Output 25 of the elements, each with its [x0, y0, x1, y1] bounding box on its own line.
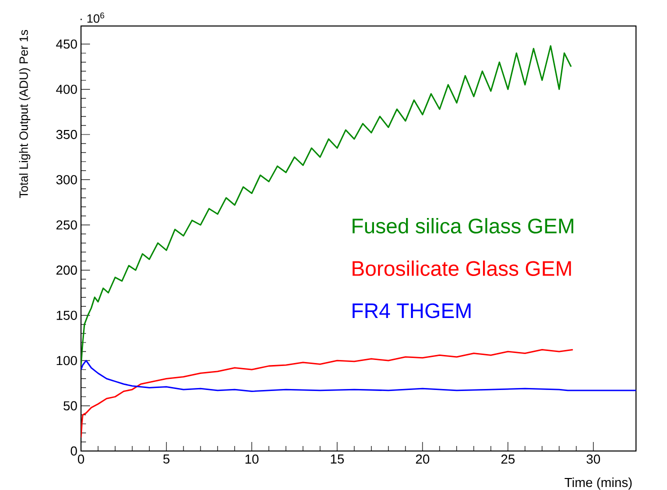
text: FR4 THGEM	[352, 303, 471, 318]
y-tick-label: 450	[56, 39, 77, 49]
line-series	[81, 360, 636, 392]
y-tick-label: 400	[56, 84, 77, 94]
text: · 10$^{6}$	[80, 12, 104, 23]
line-series	[81, 45, 572, 366]
y-tick-label: 100	[56, 356, 77, 366]
text: Borosilicate Glass GEM	[352, 260, 571, 276]
y-axis-title: Total Light Output (ADU) Per 1s	[19, 30, 30, 198]
x-tick-label: 20	[416, 454, 430, 464]
y-tick-label: 350	[56, 130, 77, 140]
y-tick-label: 0	[70, 446, 77, 456]
y-tick-label: 300	[56, 175, 77, 184]
y-tick-label: 250	[56, 220, 77, 230]
x-tick-label: 15	[330, 454, 344, 464]
x-tick-label: 30	[586, 454, 600, 464]
x-axis-title: Time (mins)	[564, 478, 632, 490]
y-tick-label: 200	[56, 266, 77, 275]
y-tick-label: 50	[64, 401, 77, 410]
x-tick-label: 5	[163, 454, 170, 464]
y-tick-label: 150	[56, 310, 77, 320]
x-tick-label: 25	[501, 454, 515, 464]
x-tick-label: 10	[246, 454, 258, 464]
x-tick-label: 0	[78, 454, 84, 464]
text: Fused silica Glass GEM	[352, 218, 574, 234]
